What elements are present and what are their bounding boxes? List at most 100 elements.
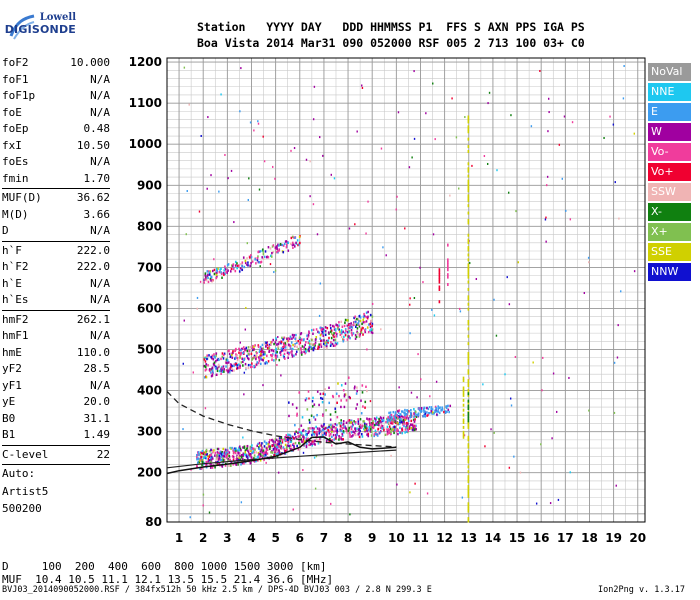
echo-point [227,370,230,374]
echo-point [312,332,314,335]
echo-point [280,445,283,448]
echo-point [323,427,326,431]
echo-point [287,241,289,245]
echo-point [322,328,325,331]
echo-point [302,443,305,447]
echo-point [371,315,374,318]
echo-point [347,429,350,432]
noise-point [484,445,486,448]
x-tick-label: 5 [271,531,279,545]
echo-point [251,358,253,361]
param-value: N/A [90,72,110,86]
x-tick-label: 1 [175,531,183,545]
noise-point [461,496,464,499]
echo-point [405,414,407,417]
echo-point [266,344,268,347]
interference-point [467,507,470,511]
echo-point [323,329,326,332]
interference-point [467,460,470,464]
echo-point [273,447,276,450]
logo-line2: DIGISONDE [4,23,76,36]
echo-point [293,437,296,440]
y-tick-label: 1200 [129,55,162,69]
echo-point [330,429,333,432]
echo-point [383,427,386,430]
noise-point [493,431,495,434]
noise-point [290,149,292,152]
echo-point [400,417,403,420]
echo-point [305,445,308,449]
noise-point [432,82,434,85]
echo-point [278,449,280,452]
echo-point [301,440,303,443]
param-name: foEs [2,155,29,168]
noise-point [239,341,241,344]
x-tick-label: 11 [412,531,429,545]
noise-point [541,389,543,392]
echo-point [337,382,339,385]
echo-point [224,266,226,270]
echo-point [318,441,321,445]
echo-point [261,454,264,457]
interference-point [467,384,470,388]
echo-point [338,321,340,324]
echo-point [438,406,440,409]
echo-point [317,345,320,348]
profile-secondary-curve [166,449,397,469]
param-row: h`F2 222.0 [2,259,110,276]
echo-point [331,342,334,346]
param-value: N/A [90,224,110,237]
echo-point [332,334,335,337]
echo-point [322,424,325,427]
noise-point [369,400,372,403]
echo-point [277,347,280,350]
echo-point [231,369,234,372]
echo-point [438,411,441,415]
echo-point [288,414,290,418]
echo-point [372,419,374,423]
echo-point [214,454,216,457]
echo-point [317,347,319,350]
noise-point [487,102,489,105]
echo-point [304,398,307,402]
echo-point [403,420,405,423]
echo-point [426,411,428,414]
echo-point [361,391,364,394]
echo-point [296,444,298,448]
echo-point [370,430,373,434]
echo-point [369,313,372,317]
echo-point [331,429,333,433]
interference-point [438,280,441,284]
echo-point [313,439,316,443]
param-name: foE [2,105,22,119]
echo-point [282,338,284,341]
echo-point [307,341,310,344]
interference-point [467,248,470,252]
echo-point [333,328,336,331]
x-tick-label: 16 [533,531,550,545]
noise-point [269,263,272,266]
echo-point [307,431,310,435]
echo-point [227,457,230,461]
echo-point [332,324,334,328]
echo-point [323,432,326,435]
echo-point [231,367,233,371]
echo-point [413,415,415,418]
echo-point [219,268,221,271]
noise-point [616,356,619,359]
echo-point [289,345,292,348]
echo-point [221,451,224,454]
echo-point [366,317,369,320]
echo-point [220,372,222,376]
echo-point [348,419,351,422]
echo-point [304,347,307,351]
echo-point [268,347,271,350]
echo-point [205,376,208,379]
y-tick-label: 500 [137,343,162,357]
echo-point [328,425,330,429]
echo-point [253,457,255,460]
echo-point [291,403,294,406]
echo-point [435,413,438,416]
echo-point [413,408,415,411]
echo-point [242,256,245,259]
